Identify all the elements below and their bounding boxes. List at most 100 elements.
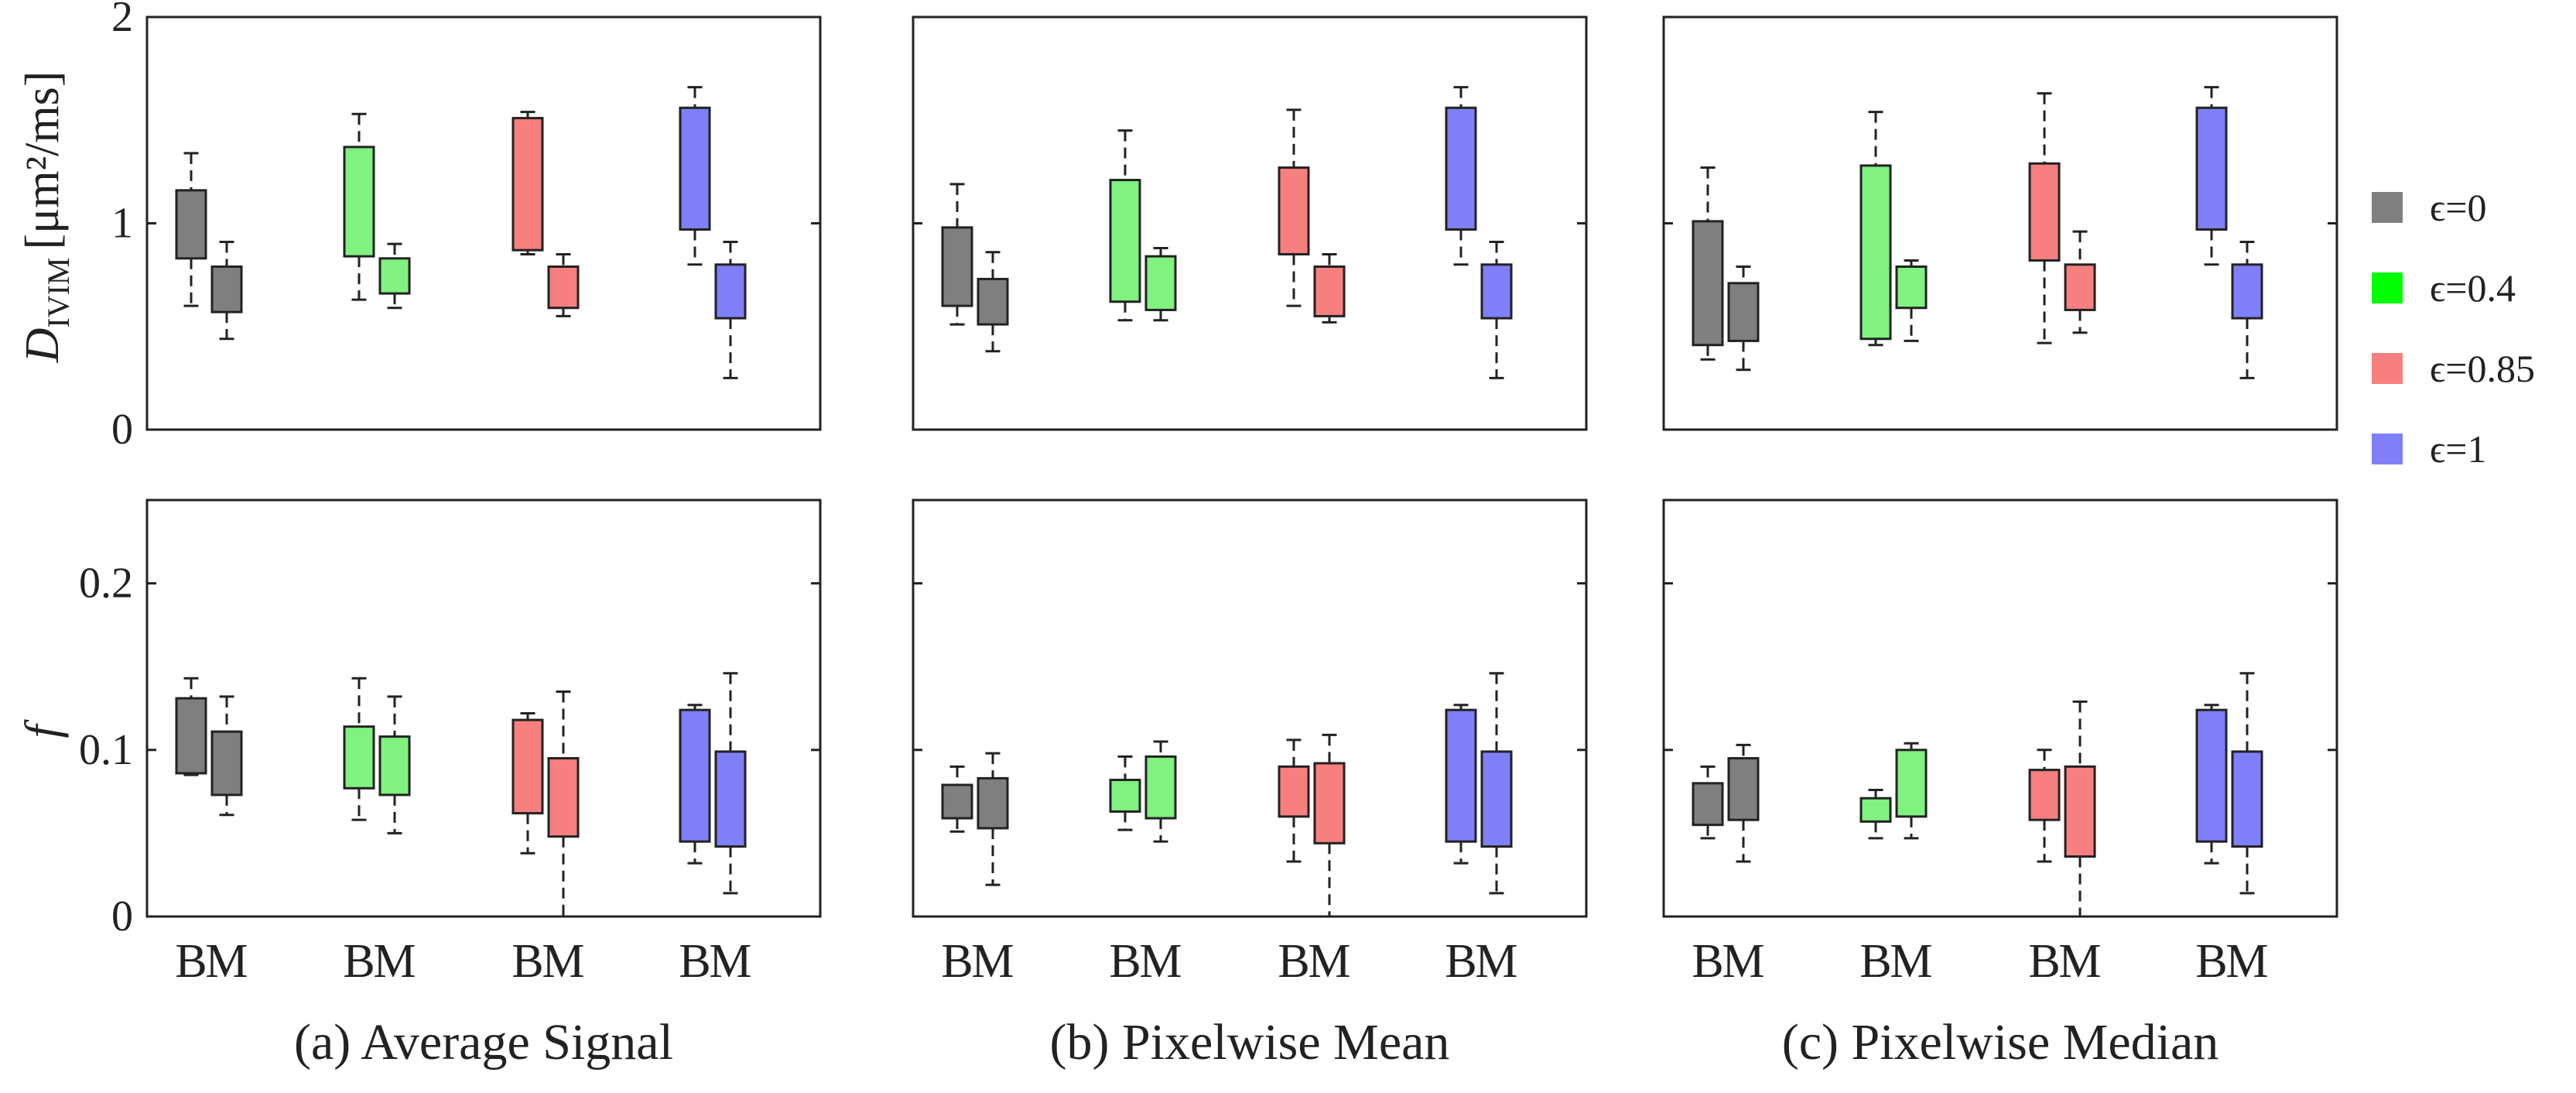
- x-tick-label: B: [679, 935, 710, 988]
- box-body: [343, 725, 375, 790]
- legend-label: ϵ=1: [2430, 427, 2486, 471]
- legend: ϵ=0 ϵ=0.4 ϵ=0.85 ϵ=1: [2372, 186, 2535, 471]
- box-body: [1109, 779, 1141, 813]
- x-tick-label: M: [542, 935, 584, 988]
- box-body: [1313, 265, 1346, 317]
- box-ϵ=0-M: [1727, 743, 1760, 863]
- x-tick-label: B: [175, 935, 207, 988]
- x-tick-label: B: [1109, 935, 1141, 988]
- box-body: [1278, 765, 1310, 818]
- box-ϵ=0.4-M: [1144, 246, 1177, 322]
- legend-entry: ϵ=1: [2372, 427, 2486, 471]
- box-body: [378, 257, 411, 295]
- box-body: [977, 277, 1009, 326]
- box-ϵ=0.85-B: [511, 111, 544, 255]
- box-body: [547, 265, 580, 310]
- box-body: [2231, 263, 2263, 320]
- box-ϵ=0.4-M: [378, 242, 411, 310]
- x-tick-label: M: [2058, 935, 2101, 988]
- x-tick-label: B: [1859, 935, 1891, 988]
- box-ϵ=0.85-M: [1313, 252, 1346, 324]
- box-body: [2195, 708, 2228, 843]
- x-tick-label: M: [205, 935, 248, 988]
- box-ϵ=1-M: [2231, 672, 2263, 895]
- box-body: [1144, 755, 1177, 820]
- legend-swatch: [2372, 433, 2403, 464]
- x-tick-label: B: [343, 935, 375, 988]
- box-body: [1727, 282, 1760, 342]
- box-ϵ=0.4-M: [1144, 740, 1177, 843]
- box-ϵ=0.85-M: [2064, 230, 2096, 334]
- x-tick-label: B: [2195, 935, 2227, 988]
- box-body: [175, 189, 207, 260]
- legend-swatch: [2372, 192, 2403, 223]
- box-body: [1895, 749, 1928, 818]
- x-tick-label: B: [1278, 935, 1309, 988]
- box-body: [941, 783, 973, 820]
- box-body: [1480, 750, 1513, 848]
- box-body: [1692, 220, 1724, 347]
- box-ϵ=0-M: [977, 752, 1009, 886]
- box-ϵ=0.4-B: [1859, 788, 1892, 840]
- x-tick-label: M: [1475, 935, 1517, 988]
- box-body: [679, 708, 711, 843]
- box-body: [378, 735, 411, 797]
- panel-frame: [1662, 499, 2338, 918]
- box-ϵ=1-B: [2195, 704, 2228, 865]
- box-body: [714, 750, 747, 848]
- x-tick-label: M: [1308, 935, 1350, 988]
- x-tick-label: B: [1445, 935, 1476, 988]
- x-tick-label: M: [709, 935, 751, 988]
- legend-entry: ϵ=0: [2372, 186, 2486, 229]
- box-body: [1144, 255, 1177, 311]
- y-axis-label-top-subscript: IVIM: [41, 258, 76, 328]
- panel-frame: [145, 499, 822, 918]
- box-ϵ=0-M: [210, 695, 243, 817]
- legend-entry: ϵ=0.85: [2372, 347, 2535, 390]
- box-body: [1445, 106, 1477, 231]
- box-ϵ=1-M: [1480, 672, 1513, 895]
- box-body: [714, 263, 747, 320]
- box-body: [2028, 162, 2061, 262]
- y-axis-label-top-symbol: D: [16, 328, 69, 364]
- x-tick-label: M: [971, 935, 1014, 988]
- x-tick-label: M: [1722, 935, 1764, 988]
- panel-caption: (b) Pixelwise Mean: [1050, 1014, 1450, 1071]
- box-ϵ=0.4-B: [343, 112, 375, 301]
- panel-a-bottom: 00.10.2BM BM BM BM(a) Average Signal: [79, 499, 822, 1071]
- box-body: [547, 757, 580, 838]
- box-body: [511, 718, 544, 815]
- box-ϵ=0.4-B: [343, 677, 375, 821]
- box-body: [1278, 166, 1310, 255]
- box-body: [1895, 265, 1928, 310]
- box-ϵ=1-M: [2231, 240, 2263, 379]
- box-ϵ=0.4-M: [1895, 742, 1928, 840]
- x-tick-label: B: [2028, 935, 2060, 988]
- panel-b-bottom: BM BM BM BM(b) Pixelwise Mean: [912, 499, 1588, 1071]
- box-body: [1313, 762, 1346, 845]
- box-body: [2064, 263, 2096, 311]
- box-ϵ=1-M: [1480, 240, 1513, 379]
- box-body: [977, 776, 1009, 830]
- box-body: [679, 106, 711, 231]
- x-tick-label: B: [941, 935, 973, 988]
- y-tick-label: 0: [111, 406, 133, 454]
- legend-swatch: [2372, 272, 2403, 303]
- panel-frame: [1662, 15, 2338, 431]
- x-tick-label: M: [2225, 935, 2268, 988]
- x-tick-label: B: [1692, 935, 1723, 988]
- legend-label: ϵ=0.85: [2430, 347, 2535, 390]
- box-ϵ=0-B: [941, 183, 973, 326]
- box-ϵ=0.85-M: [547, 252, 580, 317]
- legend-swatch: [2372, 353, 2403, 384]
- y-axis-label-top-unit: [μm²/ms]: [16, 71, 69, 250]
- box-ϵ=0.4-M: [1895, 259, 1928, 342]
- box-body: [175, 697, 207, 775]
- box-body: [1859, 797, 1892, 823]
- box-ϵ=0-B: [175, 677, 207, 776]
- box-ϵ=0-M: [1727, 265, 1760, 372]
- box-ϵ=0.4-B: [1859, 111, 1892, 347]
- box-ϵ=1-B: [2195, 86, 2228, 266]
- box-body: [941, 226, 973, 307]
